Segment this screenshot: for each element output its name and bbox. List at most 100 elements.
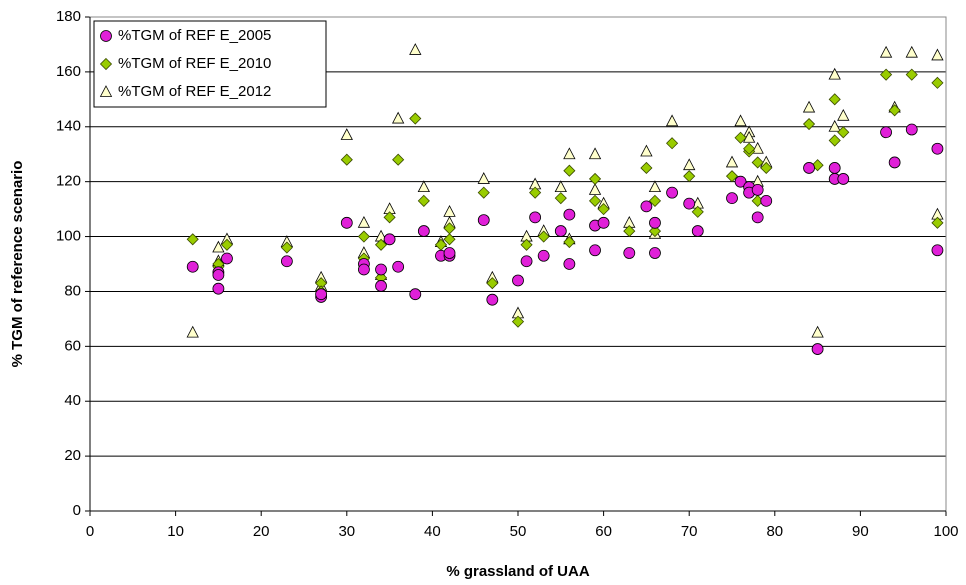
point [828,134,841,147]
point [623,225,636,238]
point [931,48,944,61]
point [905,68,918,81]
x-tick-label: 10 [167,523,184,540]
point [554,192,567,205]
point [802,100,816,113]
point [537,230,550,243]
point [357,230,370,243]
point [520,238,533,251]
point [828,67,841,80]
point [186,260,199,273]
point [340,128,353,140]
point [563,258,576,270]
point [220,238,234,251]
point [666,186,678,199]
point [837,108,850,121]
legend-marker [99,85,113,97]
point [357,215,371,228]
point [760,161,773,175]
point [888,104,901,117]
point [588,194,602,207]
point [186,325,199,338]
point [880,68,893,81]
y-tick-label: 80 [64,282,81,299]
point [666,137,679,150]
x-tick-label: 80 [766,523,783,540]
point [221,252,233,265]
legend-label: %TGM of REF E_2005 [118,27,271,44]
point [340,153,353,166]
x-tick-label: 0 [86,523,94,540]
point [751,141,764,154]
point [588,172,602,185]
point [725,155,739,168]
point [888,156,901,169]
point [477,172,490,184]
point [589,244,601,257]
point [640,161,653,175]
point [760,194,773,207]
point [511,315,525,328]
point [529,211,542,224]
point [649,247,661,259]
point [417,225,430,237]
point [563,164,576,177]
point [409,112,422,125]
point [597,216,610,229]
point [443,204,456,217]
point [486,277,499,290]
x-tick-label: 50 [510,523,527,540]
legend-marker [99,57,113,71]
point [477,214,490,226]
point [340,216,353,229]
point [563,147,576,160]
point [443,247,456,259]
y-tick-label: 100 [56,228,81,245]
point [640,144,653,157]
x-tick-label: 90 [852,523,869,540]
y-axis-title: % TGM of reference scenario [9,161,26,368]
x-tick-label: 40 [424,523,441,540]
x-tick-label: 60 [595,523,612,540]
point [648,194,662,207]
point [837,126,850,139]
x-tick-label: 100 [933,523,958,540]
point [512,274,524,287]
point [212,269,225,281]
point [683,197,696,210]
x-tick-label: 30 [338,523,355,540]
point [751,211,764,224]
point [315,288,328,301]
point [734,175,747,188]
point [811,343,824,355]
point [742,130,756,143]
legend-marker [100,30,112,42]
point [417,194,430,207]
x-tick-label: 20 [253,523,270,540]
point [212,240,225,253]
point [563,235,576,249]
point [802,117,816,131]
point [648,225,662,238]
y-tick-label: 20 [64,447,81,464]
point [486,293,499,306]
point [554,180,567,193]
point [691,225,704,237]
point [375,280,387,292]
point [374,238,388,251]
y-tick-label: 0 [73,502,81,519]
point [588,147,602,160]
point [931,142,944,155]
x-axis-title: % grassland of UAA [446,563,590,580]
point [409,43,422,55]
point [880,126,892,139]
point [375,263,387,276]
x-tick-label: 70 [681,523,698,540]
point [392,260,405,273]
y-tick-label: 120 [56,173,81,190]
point [597,203,610,216]
y-tick-label: 140 [56,118,81,135]
point [563,208,576,221]
legend-label: %TGM of REF E_2010 [118,55,271,72]
